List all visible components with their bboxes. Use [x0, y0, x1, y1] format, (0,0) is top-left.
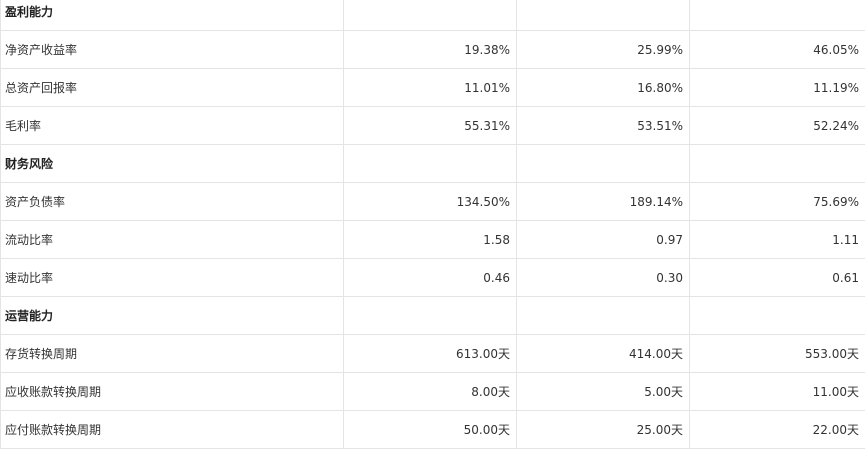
section-row-profitability: 盈利能力	[1, 0, 865, 31]
empty-cell	[690, 145, 865, 183]
value-cell: 16.80%	[517, 69, 690, 107]
row-label: 速动比率	[1, 259, 344, 297]
section-title: 财务风险	[1, 145, 344, 183]
table-row: 速动比率 0.46 0.30 0.61	[1, 259, 865, 297]
value-cell: 11.00天	[690, 373, 865, 411]
row-label: 净资产收益率	[1, 31, 344, 69]
value-cell: 22.00天	[690, 411, 865, 449]
value-cell: 75.69%	[690, 183, 865, 221]
value-cell: 0.46	[344, 259, 517, 297]
value-cell: 134.50%	[344, 183, 517, 221]
value-cell: 5.00天	[517, 373, 690, 411]
row-label: 应收账款转换周期	[1, 373, 344, 411]
empty-cell	[517, 0, 690, 31]
value-cell: 1.58	[344, 221, 517, 259]
empty-cell	[344, 145, 517, 183]
empty-cell	[517, 145, 690, 183]
value-cell: 553.00天	[690, 335, 865, 373]
table-row: 存货转换周期 613.00天 414.00天 553.00天	[1, 335, 865, 373]
section-row-operating-ability: 运营能力	[1, 297, 865, 335]
value-cell: 189.14%	[517, 183, 690, 221]
value-cell: 613.00天	[344, 335, 517, 373]
table-row: 毛利率 55.31% 53.51% 52.24%	[1, 107, 865, 145]
row-label: 存货转换周期	[1, 335, 344, 373]
row-label: 流动比率	[1, 221, 344, 259]
table-row: 应付账款转换周期 50.00天 25.00天 22.00天	[1, 411, 865, 449]
section-title: 运营能力	[1, 297, 344, 335]
empty-cell	[517, 297, 690, 335]
value-cell: 0.61	[690, 259, 865, 297]
value-cell: 414.00天	[517, 335, 690, 373]
row-label: 总资产回报率	[1, 69, 344, 107]
value-cell: 53.51%	[517, 107, 690, 145]
value-cell: 19.38%	[344, 31, 517, 69]
row-label: 资产负债率	[1, 183, 344, 221]
empty-cell	[690, 297, 865, 335]
table-row: 流动比率 1.58 0.97 1.11	[1, 221, 865, 259]
value-cell: 50.00天	[344, 411, 517, 449]
value-cell: 25.00天	[517, 411, 690, 449]
value-cell: 55.31%	[344, 107, 517, 145]
table-row: 应收账款转换周期 8.00天 5.00天 11.00天	[1, 373, 865, 411]
empty-cell	[344, 0, 517, 31]
value-cell: 11.19%	[690, 69, 865, 107]
row-label: 毛利率	[1, 107, 344, 145]
value-cell: 8.00天	[344, 373, 517, 411]
section-title: 盈利能力	[1, 0, 344, 31]
value-cell: 1.11	[690, 221, 865, 259]
value-cell: 46.05%	[690, 31, 865, 69]
value-cell: 0.97	[517, 221, 690, 259]
row-label: 应付账款转换周期	[1, 411, 344, 449]
value-cell: 25.99%	[517, 31, 690, 69]
value-cell: 11.01%	[344, 69, 517, 107]
value-cell: 52.24%	[690, 107, 865, 145]
table-row: 资产负债率 134.50% 189.14% 75.69%	[1, 183, 865, 221]
empty-cell	[690, 0, 865, 31]
value-cell: 0.30	[517, 259, 690, 297]
section-row-financial-risk: 财务风险	[1, 145, 865, 183]
table-row: 总资产回报率 11.01% 16.80% 11.19%	[1, 69, 865, 107]
empty-cell	[344, 297, 517, 335]
table-row: 净资产收益率 19.38% 25.99% 46.05%	[1, 31, 865, 69]
